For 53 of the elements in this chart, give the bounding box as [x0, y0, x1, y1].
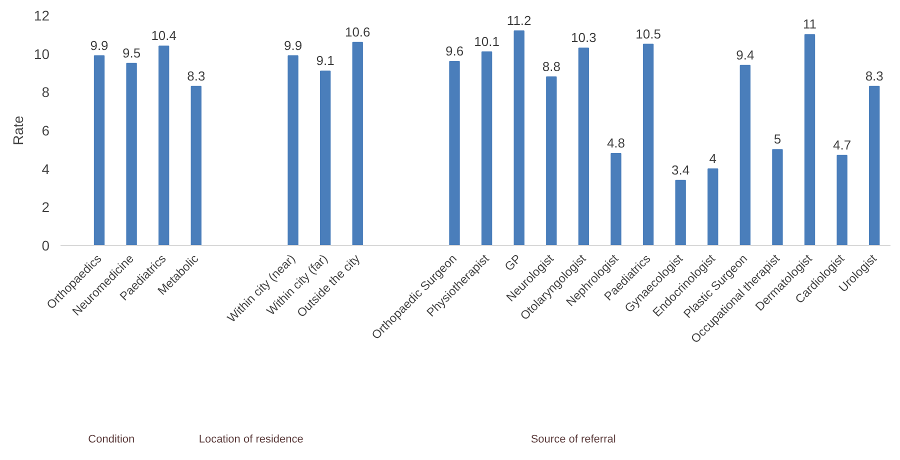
bar	[772, 149, 783, 246]
bar	[94, 55, 105, 246]
bar	[836, 154, 848, 246]
bar	[320, 70, 331, 246]
data-label: 8.3	[865, 68, 884, 84]
bar	[869, 86, 880, 246]
data-label: 11.2	[506, 12, 532, 28]
data-label: 9.5	[122, 45, 141, 60]
y-axis-title: Rate	[10, 116, 26, 146]
y-tick-label: 6	[42, 122, 50, 138]
bar	[740, 64, 751, 246]
data-label: 9.9	[284, 38, 302, 53]
source-note: Source of referral	[530, 434, 616, 446]
bar	[642, 44, 654, 246]
data-label: 9.6	[445, 44, 464, 58]
data-label: 8.3	[187, 68, 206, 84]
bar	[610, 153, 622, 246]
bar	[126, 62, 137, 246]
data-label: 11	[803, 16, 817, 32]
data-label: 8.8	[542, 58, 560, 74]
y-tick-label: 8	[42, 84, 50, 100]
bar	[804, 34, 816, 246]
data-label: 9.1	[316, 53, 334, 68]
text: Location of residence	[198, 434, 304, 446]
y-tick-label: 0	[42, 238, 50, 254]
bar	[352, 42, 363, 246]
data-label: 10.3	[571, 30, 596, 46]
y-tick-label: 10	[34, 46, 50, 62]
bar	[708, 168, 718, 246]
data-label: 10.1	[474, 34, 500, 49]
bar	[514, 30, 524, 246]
data-label: 4.7	[833, 137, 852, 152]
y-tick-label: 12	[34, 8, 50, 24]
data-label: 10.6	[344, 24, 370, 40]
data-label: 10.4	[151, 28, 177, 44]
y-tick-label: 4	[42, 160, 50, 177]
data-label: 9.4	[736, 47, 754, 62]
bar	[288, 55, 298, 246]
data-label: 9.9	[90, 38, 108, 53]
bar	[158, 46, 170, 246]
bar	[578, 48, 590, 246]
data-label: 4	[709, 150, 716, 166]
bar	[546, 76, 557, 246]
bar	[190, 86, 202, 246]
data-label: 10.5	[636, 26, 661, 42]
y-tick-label: 2	[42, 199, 50, 216]
bar	[481, 51, 492, 246]
text: Condition	[88, 434, 135, 446]
bar	[675, 180, 686, 246]
data-label: 3.4	[672, 162, 690, 178]
data-label: 4.8	[606, 136, 626, 150]
data-label: 5	[774, 132, 782, 147]
bar	[449, 61, 460, 246]
